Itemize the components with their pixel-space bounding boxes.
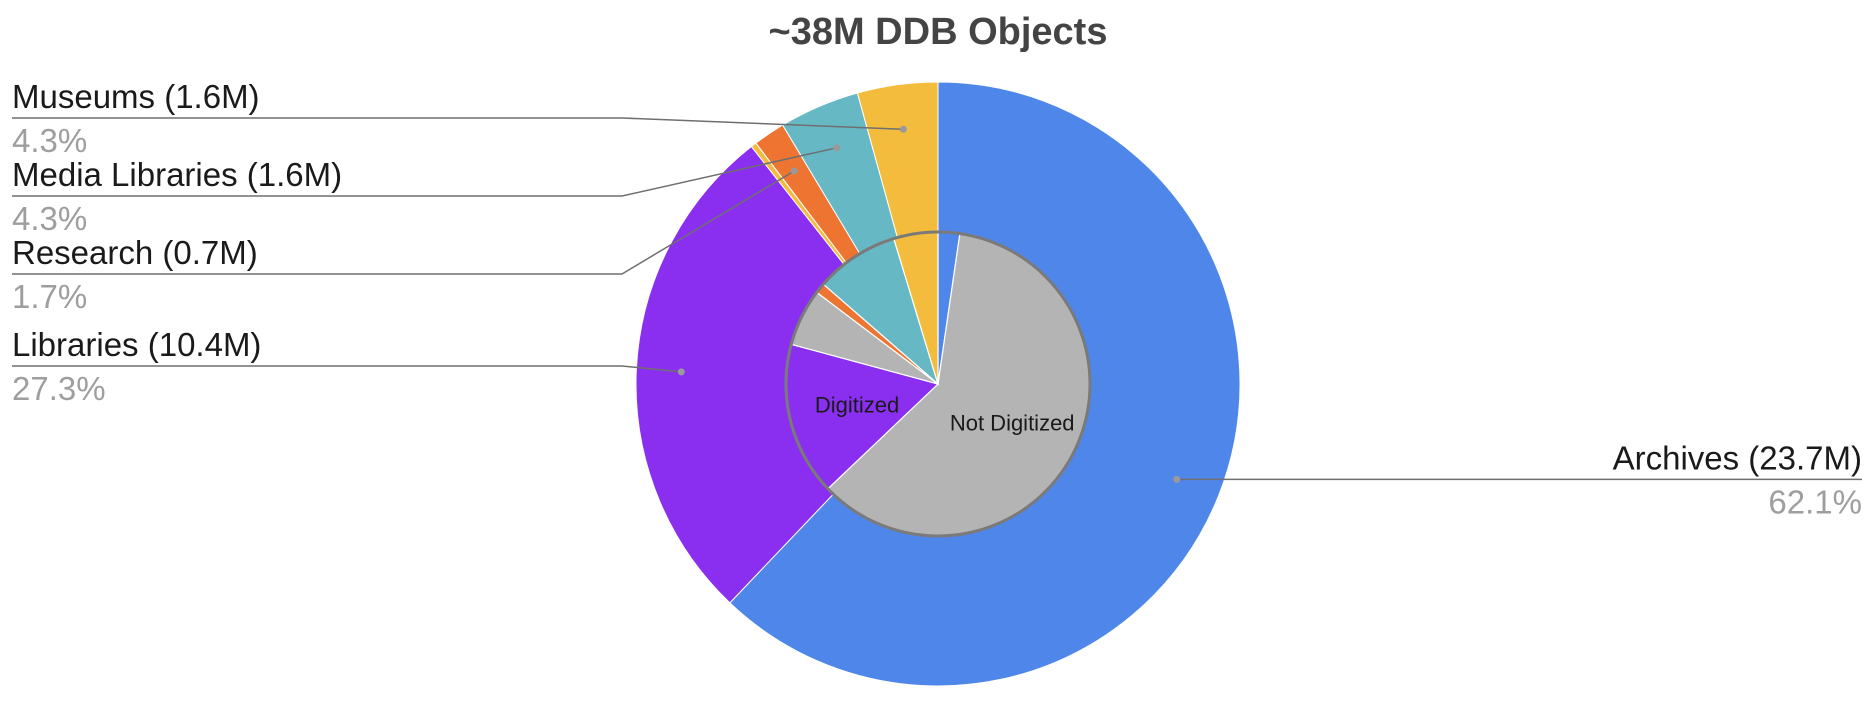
leader-line-3 bbox=[12, 170, 795, 275]
inner-pie-labels: Not Digitized Digitized bbox=[815, 393, 1075, 436]
leader-line-1 bbox=[12, 365, 682, 373]
inner-pie bbox=[785, 231, 1091, 537]
inner-pie-border bbox=[784, 230, 1092, 538]
leader-dot-5 bbox=[899, 125, 907, 133]
slice-percent-3: 1.7% bbox=[12, 278, 87, 315]
leader-dot-1 bbox=[677, 368, 685, 376]
slice-percent-0: 62.1% bbox=[1768, 483, 1862, 520]
slice-label-4: Media Libraries (1.6M) bbox=[12, 156, 342, 193]
slice-labels: Archives (23.7M) 62.1% Libraries (10.4M) 27… bbox=[12, 78, 1862, 520]
leader-dot-3 bbox=[790, 167, 798, 175]
slice-percent-4: 4.3% bbox=[12, 200, 87, 237]
slice-percent-5: 4.3% bbox=[12, 122, 87, 159]
slice-label-5: Museums (1.6M) bbox=[12, 78, 260, 115]
slice-label-1: Libraries (10.4M) bbox=[12, 326, 261, 363]
chart-title: ~38M DDB Objects bbox=[769, 11, 1108, 53]
slice-label-3: Research (0.7M) bbox=[12, 234, 258, 271]
leader-dot-0 bbox=[1173, 475, 1181, 483]
leader-dot-4 bbox=[833, 144, 841, 152]
leader-line-5 bbox=[12, 117, 904, 131]
inner-label-1: Not Digitized bbox=[950, 410, 1075, 435]
leader-lines bbox=[12, 117, 1862, 483]
slice-label-0: Archives (23.7M) bbox=[1613, 439, 1862, 476]
inner-label-2: Digitized bbox=[815, 393, 899, 418]
leader-line-4 bbox=[12, 147, 837, 197]
slice-percent-1: 27.3% bbox=[12, 370, 106, 407]
